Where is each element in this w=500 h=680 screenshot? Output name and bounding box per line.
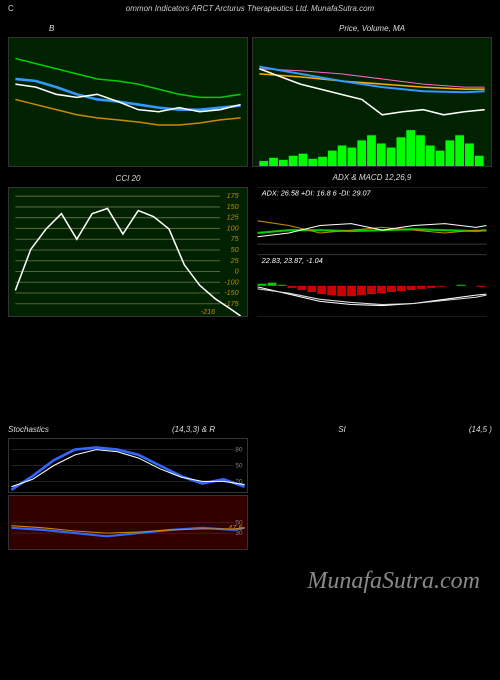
svg-text:-216: -216 [201,308,215,316]
svg-text:22.83, 23.87, -1.04: 22.83, 23.87, -1.04 [261,256,323,265]
cci-chart: 1751501251007550250-100-150-175-216 [9,188,247,316]
rsi-chart: 503047.5 [9,496,247,549]
svg-text:0: 0 [235,268,239,276]
bollinger-panel: B [8,37,248,167]
page-header: C ommon Indicators ARCT Arcturus Therape… [0,0,500,17]
stoch-fast-panel: 805020 [8,438,248,493]
svg-text:50: 50 [231,246,239,254]
adx-macd-panel: ADX & MACD 12,26,9 ADX: 26.58 +DI: 16.8 … [252,187,492,317]
adx-macd-chart: ADX: 26.58 +DI: 16.8 6 -DI: 29.0722.83, … [252,187,492,317]
header-left: C [8,4,14,13]
svg-text:75: 75 [231,235,239,243]
price-ma-panel: Price, Volume, MA Bands 20,2 [252,37,492,167]
price-ma-chart [253,38,491,166]
stoch-title-left: Stochastics [8,425,49,434]
price-ma-title: Price, Volume, MA [253,24,491,33]
stoch-title-mid2: SI [338,425,346,434]
stoch-title-mid1: (14,3,3) & R [172,425,215,434]
svg-text:150: 150 [227,203,239,211]
stoch-right-col [252,438,492,550]
stochastics-title-row: Stochastics (14,3,3) & R SI (14,5 ) [8,421,492,438]
cci-title: CCI 20 [9,174,247,183]
watermark: MunafaSutra.com [307,568,480,595]
cci-panel: CCI 20 1751501251007550250-100-150-175-2… [8,187,248,317]
svg-text:25: 25 [230,257,239,265]
rsi-panel: 503047.5 [8,495,248,550]
svg-text:ADX: 26.58 +DI: 16.8 6: ADX: 26.58 +DI: 16.8 6 -DI: 29.07 [261,188,372,197]
header-main: ommon Indicators ARCT Arcturus Therapeut… [126,4,374,13]
adx-macd-title: ADX & MACD 12,26,9 [252,173,492,182]
svg-text:80: 80 [235,447,243,454]
bollinger-title-left: B [49,24,247,33]
stochastics-section: Stochastics (14,3,3) & R SI (14,5 ) 80 50… [0,421,500,550]
svg-text:-100: -100 [224,278,238,286]
stoch-fast-chart: 805020 [9,439,247,492]
svg-text:125: 125 [227,214,239,222]
svg-text:100: 100 [227,224,239,232]
svg-text:175: 175 [227,192,239,200]
svg-text:50: 50 [235,463,243,470]
bollinger-chart [9,38,247,166]
svg-text:-150: -150 [224,289,238,297]
stoch-left-col: 805020 503047.5 [8,438,248,550]
stoch-title-right: (14,5 ) [469,425,492,434]
